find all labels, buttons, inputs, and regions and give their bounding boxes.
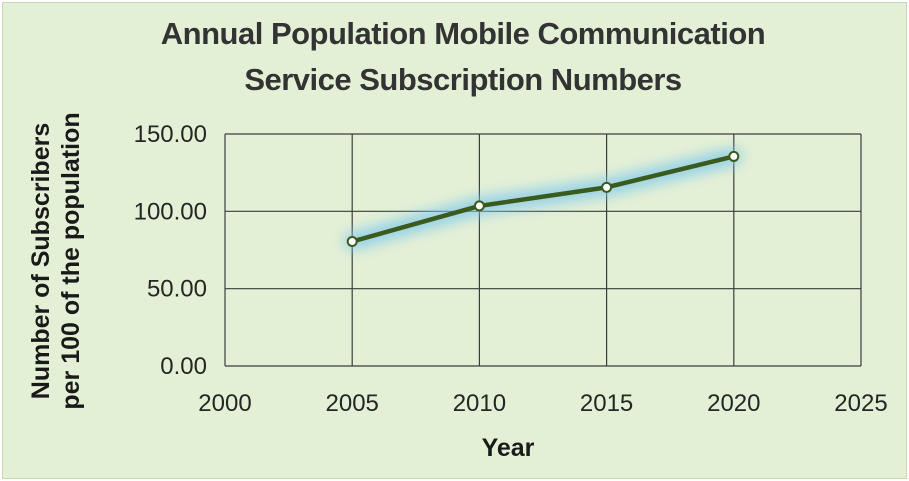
data-point (473, 200, 485, 212)
y-axis-title-line-1: Number of Subscribers (27, 123, 55, 399)
data-point (601, 181, 613, 193)
y-axis-title-line-2: per 100 of the population (57, 112, 85, 409)
y-axis-title: Number of Subscribers per 100 of the pop… (27, 112, 85, 409)
tick-labels: 0.00 50.00 100.00 150.00 2000 2005 2010 2015 202… (134, 121, 888, 417)
y-tick-label: 0.00 (160, 353, 207, 380)
x-tick-label: 2025 (834, 390, 887, 417)
data-point (728, 150, 740, 162)
chart-title: Annual Population Mobile Communication S… (3, 11, 909, 103)
x-tick-label: 2015 (580, 390, 633, 417)
chart-title-line-1: Annual Population Mobile Communication (160, 16, 766, 51)
data-point (346, 235, 358, 247)
series-line (349, 154, 737, 244)
y-tick-label: 150.00 (134, 121, 207, 148)
x-axis-title: Year (482, 434, 535, 462)
y-tick-label: 100.00 (134, 198, 207, 225)
x-tick-label: 2000 (198, 390, 251, 417)
grid (224, 133, 862, 367)
x-tick-label: 2020 (707, 390, 760, 417)
series-line-group (344, 148, 742, 250)
data-points (346, 150, 740, 247)
chart-svg: 0.00 50.00 100.00 150.00 2000 2005 2010 2015 202… (27, 112, 888, 462)
chart-title-line-2: Service Subscription Numbers (244, 62, 682, 97)
y-tick-label: 50.00 (147, 276, 207, 303)
x-tick-label: 2005 (326, 390, 379, 417)
x-tick-label: 2010 (453, 390, 506, 417)
